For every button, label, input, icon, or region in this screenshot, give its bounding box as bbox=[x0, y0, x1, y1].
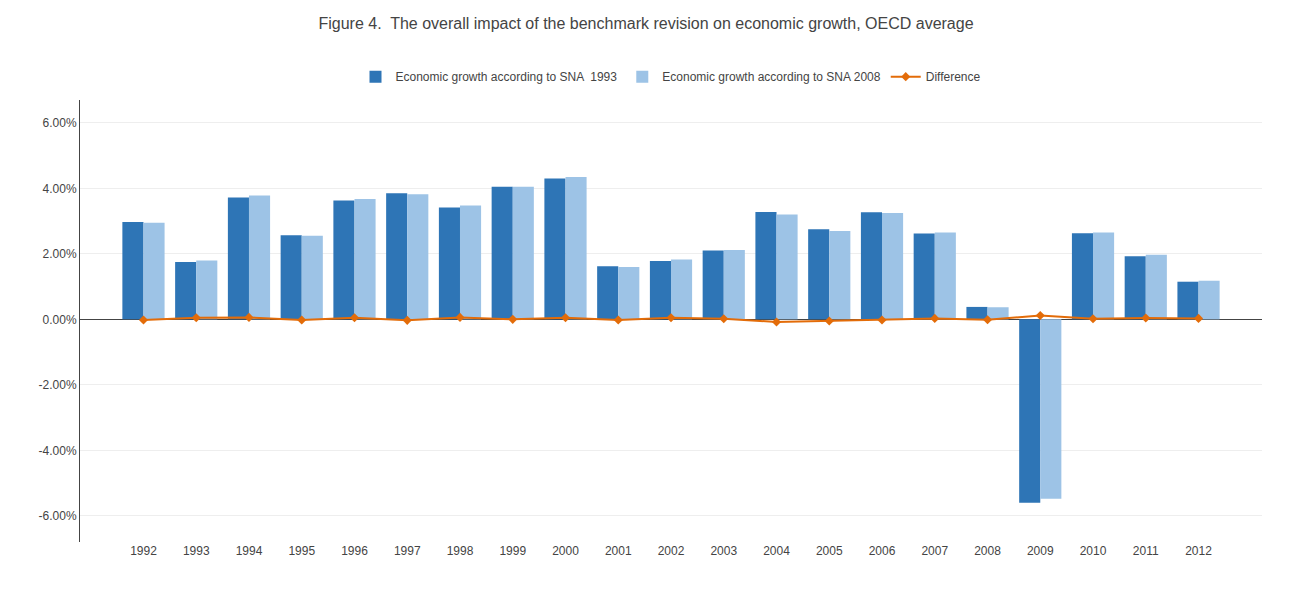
svg-text:2003: 2003 bbox=[710, 544, 737, 558]
svg-text:6.00%: 6.00% bbox=[43, 116, 77, 130]
svg-text:-4.00%: -4.00% bbox=[39, 444, 77, 458]
svg-text:Economic growth according to S: Economic growth according to SNA 1993 bbox=[396, 70, 618, 84]
svg-text:0.00%: 0.00% bbox=[43, 313, 77, 327]
svg-text:Economic growth according to S: Economic growth according to SNA 2008 bbox=[662, 70, 880, 84]
svg-text:2004: 2004 bbox=[763, 544, 790, 558]
svg-text:2.00%: 2.00% bbox=[43, 247, 77, 261]
svg-text:2006: 2006 bbox=[869, 544, 896, 558]
svg-text:2001: 2001 bbox=[605, 544, 632, 558]
svg-text:1998: 1998 bbox=[447, 544, 474, 558]
svg-text:1995: 1995 bbox=[288, 544, 315, 558]
svg-text:2005: 2005 bbox=[816, 544, 843, 558]
svg-text:-6.00%: -6.00% bbox=[39, 509, 77, 523]
svg-text:1996: 1996 bbox=[341, 544, 368, 558]
svg-text:2000: 2000 bbox=[552, 544, 579, 558]
svg-text:1999: 1999 bbox=[499, 544, 526, 558]
svg-text:4.00%: 4.00% bbox=[43, 182, 77, 196]
svg-text:1997: 1997 bbox=[394, 544, 421, 558]
svg-text:1994: 1994 bbox=[236, 544, 263, 558]
svg-text:2011: 2011 bbox=[1133, 544, 1159, 558]
svg-text:2009: 2009 bbox=[1027, 544, 1054, 558]
svg-text:2012: 2012 bbox=[1185, 544, 1212, 558]
svg-text:2002: 2002 bbox=[658, 544, 685, 558]
svg-text:2010: 2010 bbox=[1080, 544, 1107, 558]
svg-text:Difference: Difference bbox=[926, 70, 981, 84]
svg-text:Figure 4. The overall impact: Figure 4. The overall impact of the benc… bbox=[318, 15, 973, 32]
svg-text:-2.00%: -2.00% bbox=[39, 378, 77, 392]
svg-text:1993: 1993 bbox=[183, 544, 210, 558]
svg-text:1992: 1992 bbox=[130, 544, 157, 558]
svg-text:2008: 2008 bbox=[974, 544, 1001, 558]
svg-text:2007: 2007 bbox=[921, 544, 948, 558]
